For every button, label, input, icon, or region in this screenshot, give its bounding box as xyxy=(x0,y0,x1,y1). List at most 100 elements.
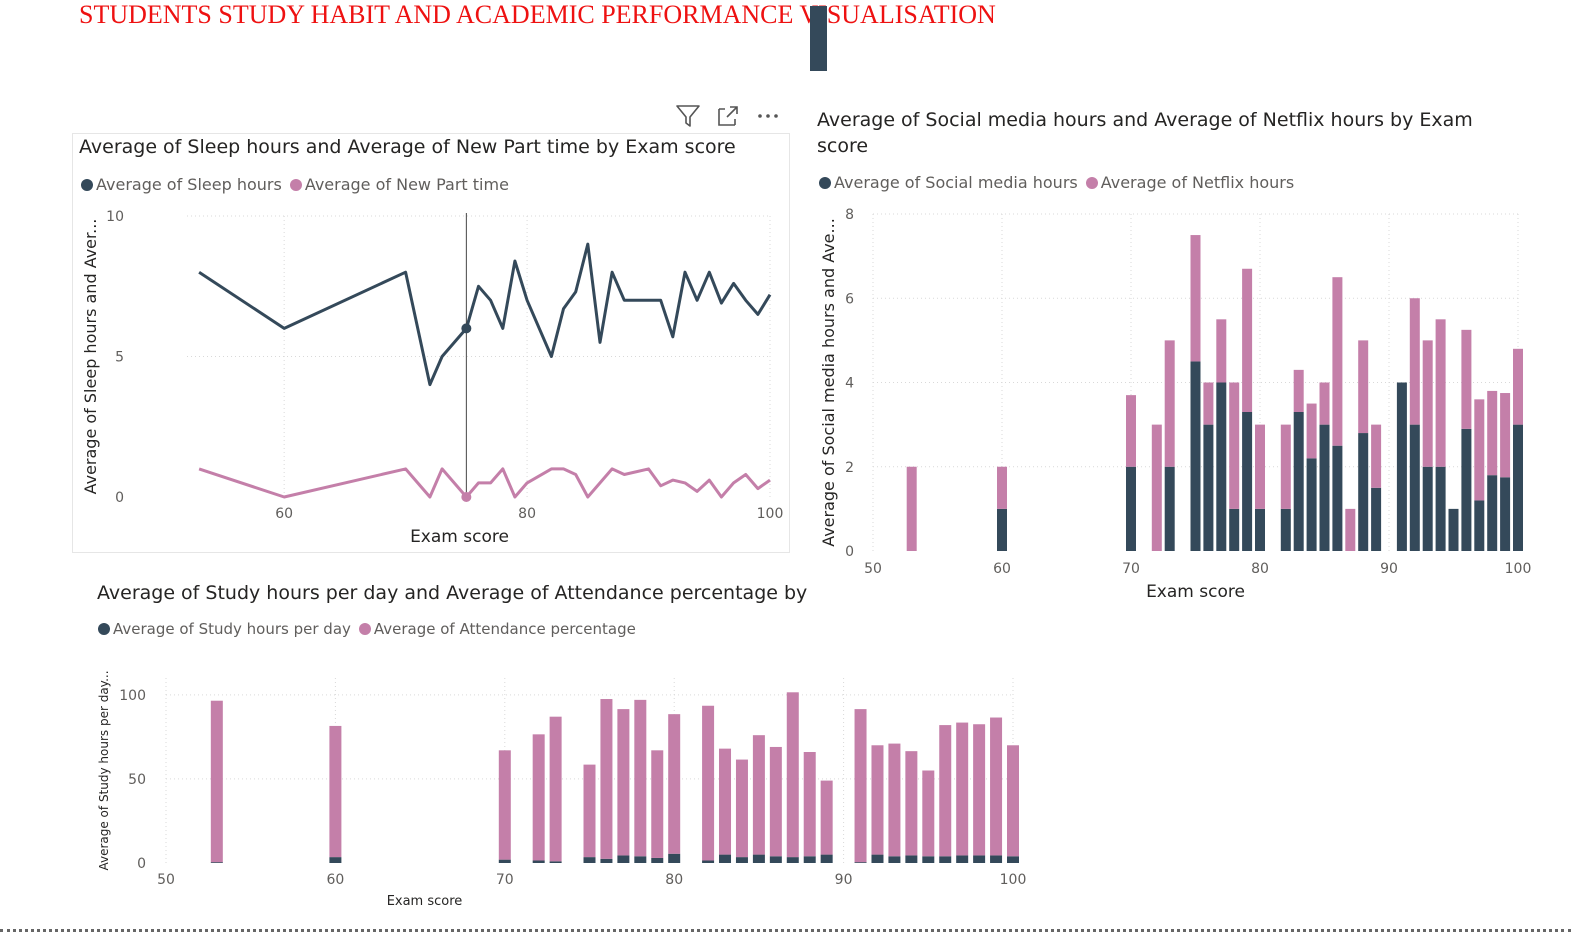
bar-segment-a xyxy=(820,854,833,863)
legend-item-social-media[interactable]: Average of Social media hours xyxy=(819,173,1078,192)
bar-segment-a xyxy=(651,857,664,863)
bar-segment-b xyxy=(786,692,799,858)
bar-segment-b xyxy=(1126,395,1136,467)
bar-segment-a xyxy=(1358,433,1369,551)
bar-segment-a xyxy=(1396,382,1407,551)
focus-mode-icon[interactable] xyxy=(715,103,741,129)
bar-segment-a xyxy=(617,855,630,863)
bar-segment-a xyxy=(1332,445,1343,551)
legend-item-sleep[interactable]: Average of Sleep hours xyxy=(81,175,282,194)
x-tick-label: 60 xyxy=(993,561,1011,577)
bar-segment-b xyxy=(1409,298,1420,425)
legend-label: Average of Attendance percentage xyxy=(373,620,636,638)
y-tick-label: 100 xyxy=(119,688,146,704)
legend-item-netflix[interactable]: Average of Netflix hours xyxy=(1085,173,1295,192)
bar-segment-b xyxy=(1229,382,1240,509)
bar-segment-b xyxy=(888,743,901,857)
x-tick-label: 60 xyxy=(326,872,344,888)
bar-segment-a xyxy=(1216,382,1227,551)
legend-label: Average of Netflix hours xyxy=(1100,173,1295,192)
bar-segment-a xyxy=(1461,428,1472,551)
bar-segment-a xyxy=(329,857,342,863)
x-tick-label: 50 xyxy=(157,872,175,888)
page-bottom-border xyxy=(0,929,1571,932)
bar-segment-b xyxy=(617,709,630,856)
bar-segment-b xyxy=(1203,382,1214,425)
bar-segment-b xyxy=(498,750,511,860)
legend-item-study-hours[interactable]: Average of Study hours per day xyxy=(98,620,351,638)
bar-segment-b xyxy=(1345,508,1356,551)
bar-segment-a xyxy=(1409,424,1420,551)
x-axis-title: Exam score xyxy=(1146,582,1245,602)
bar-segment-b xyxy=(1151,424,1162,551)
bar-segment-a xyxy=(1487,475,1498,551)
bar-segment-b xyxy=(1358,340,1369,434)
bar-segment-b xyxy=(1242,268,1253,412)
bar-segment-a xyxy=(939,856,952,863)
y-tick-label: 2 xyxy=(845,460,854,476)
bar-segment-b xyxy=(719,748,732,855)
bar-segment-a xyxy=(1371,487,1382,551)
x-tick-label: 90 xyxy=(1380,561,1398,577)
x-tick-label: 90 xyxy=(835,872,853,888)
bar-segment-b xyxy=(532,734,545,861)
bar-segment-a xyxy=(1126,466,1136,551)
bar-segment-b xyxy=(906,466,917,551)
bar-segment-a xyxy=(1242,411,1253,551)
legend-item-attendance[interactable]: Average of Attendance percentage xyxy=(358,620,636,638)
bar-segment-b xyxy=(600,699,613,859)
bar-segment-a xyxy=(1513,424,1523,551)
x-tick-label: 70 xyxy=(1122,561,1140,577)
legend-label: Average of New Part time xyxy=(304,175,509,194)
bar-segment-b xyxy=(1280,424,1291,509)
bar-segment-b xyxy=(668,714,681,854)
y-tick-label: 6 xyxy=(845,291,854,307)
bar-segment-b xyxy=(1007,745,1019,857)
text-cursor-block xyxy=(810,6,827,71)
bar-segment-a xyxy=(634,856,647,863)
legend-dot xyxy=(358,623,371,635)
bar-segment-a xyxy=(1435,466,1446,551)
bar-segment-b xyxy=(329,725,342,858)
legend-item-part-time[interactable]: Average of New Part time xyxy=(289,175,509,194)
bar-segment-b xyxy=(752,735,765,855)
bar-segment-a xyxy=(1007,856,1019,863)
bar-segment-b xyxy=(939,725,952,857)
bar-segment-a xyxy=(769,856,782,863)
bar-segment-b xyxy=(997,466,1007,509)
bar-segment-b xyxy=(820,780,833,855)
bar-segment-b xyxy=(1435,319,1446,467)
bar-segment-a xyxy=(719,854,732,863)
y-tick-label: 50 xyxy=(128,772,146,788)
study-chart-title: Average of Study hours per day and Avera… xyxy=(97,582,808,604)
bar-segment-a xyxy=(922,856,935,863)
bar-segment-a xyxy=(210,862,223,863)
sleep-chart-visual[interactable] xyxy=(72,133,790,553)
legend-dot xyxy=(98,623,110,635)
bar-segment-b xyxy=(1216,319,1227,383)
bar-segment-b xyxy=(1190,235,1201,362)
bar-segment-b xyxy=(922,770,935,857)
filter-icon[interactable] xyxy=(675,103,701,129)
y-tick-label: 0 xyxy=(137,856,146,872)
bar-segment-a xyxy=(990,855,1003,863)
bar-segment-b xyxy=(549,716,562,862)
more-options-icon[interactable] xyxy=(755,103,781,129)
bar-segment-b xyxy=(871,745,884,855)
legend-label: Average of Study hours per day xyxy=(113,620,351,638)
bar-segment-a xyxy=(735,857,748,863)
bar-segment-a xyxy=(997,508,1007,551)
bar-segment-a xyxy=(1293,411,1304,551)
bar-segment-b xyxy=(1461,329,1472,429)
bar-segment-b xyxy=(854,709,867,863)
legend-label: Average of Social media hours xyxy=(834,173,1078,192)
bar-segment-b xyxy=(1255,424,1265,509)
bar-segment-a xyxy=(1422,466,1433,551)
bar-segment-b xyxy=(1487,390,1498,476)
page-title: STUDENTS STUDY HABIT AND ACADEMIC PERFOR… xyxy=(79,0,996,29)
bar-segment-a xyxy=(1190,361,1201,551)
bar-segment-b xyxy=(1293,369,1304,412)
bar-segment-b xyxy=(1513,348,1523,425)
social-chart-legend: Average of Social media hours Average of… xyxy=(819,173,1302,192)
visual-header-icons xyxy=(675,103,781,129)
